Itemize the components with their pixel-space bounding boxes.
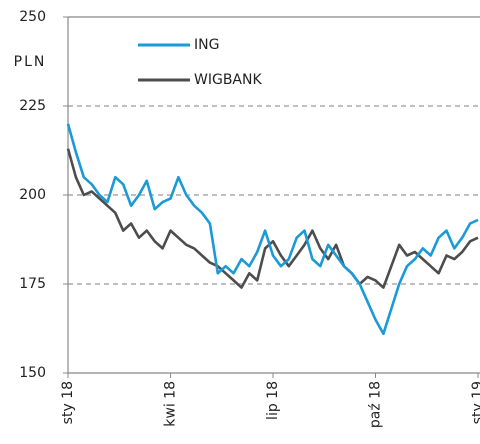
x-tick-label: paź 18 [368, 381, 384, 428]
y-axis-label: PLN [14, 54, 47, 70]
x-tick-label: sty 19 [470, 381, 480, 424]
y-tick-label: 175 [19, 276, 46, 292]
x-tick-label: sty 18 [60, 381, 76, 424]
y-tick-label: 225 [19, 98, 46, 114]
y-tick-label: 150 [19, 365, 46, 381]
y-tick-label: 200 [19, 187, 46, 203]
legend-label: WIGBANK [194, 72, 262, 88]
y-tick-label: 250 [19, 9, 46, 25]
legend-label: ING [194, 37, 219, 53]
x-tick-label: kwi 18 [163, 381, 179, 427]
line-series [66, 123, 479, 336]
line-series [66, 148, 479, 289]
x-tick-label: lip 18 [265, 381, 281, 420]
